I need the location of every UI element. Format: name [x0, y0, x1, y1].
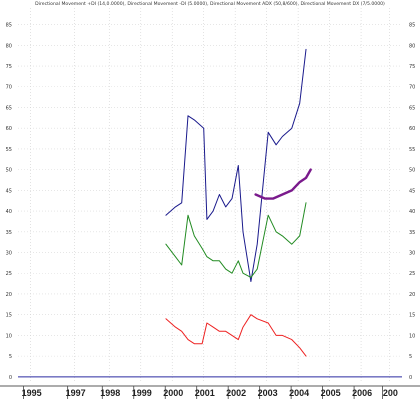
y-tick-label-right: 65 — [409, 105, 415, 111]
y-tick-label-right: 35 — [409, 230, 415, 236]
y-tick-label-right: 80 — [409, 43, 415, 49]
x-tick-label: 2001 — [195, 388, 215, 398]
series-group — [165, 48, 312, 357]
y-tick-label-right: 30 — [409, 251, 415, 257]
y-tick-label-left: 35 — [6, 230, 12, 236]
y-tick-label-left: 30 — [6, 251, 12, 257]
y-tick-label-left: 40 — [6, 209, 12, 215]
y-tick-label-right: 10 — [409, 333, 415, 339]
y-tick-label-left: 5 — [9, 354, 12, 360]
x-tick-label: 1995 — [22, 388, 42, 398]
x-tick-label: 2002 — [226, 388, 246, 398]
y-tick-label-right: 5 — [409, 354, 412, 360]
y-tick-label-right: 50 — [409, 168, 415, 174]
y-tick-label-left: 0 — [9, 375, 12, 381]
x-tick-label: 2006 — [352, 388, 372, 398]
y-axis-left: 0 5 10 15 20 25 30 35 40 45 50 55 60 65 70 75 80 85 — [6, 23, 12, 381]
y-tick-label-left: 20 — [6, 292, 12, 298]
y-tick-label-right: 20 — [409, 292, 415, 298]
series-line-2 — [165, 202, 307, 278]
x-tick-label: 1998 — [100, 388, 120, 398]
x-tick-label: 1997 — [66, 388, 86, 398]
y-tick-label-right: 25 — [409, 271, 415, 277]
y-tick-label-left: 70 — [6, 85, 12, 91]
grid — [18, 8, 402, 381]
x-tick-label: 1999 — [132, 388, 152, 398]
series-line-3 — [165, 314, 307, 357]
y-axis-right: 0 5 10 15 20 25 30 35 40 45 50 55 60 65 70 75 80 85 — [409, 23, 415, 381]
y-tick-label-right: 60 — [409, 126, 415, 132]
y-tick-label-left: 10 — [6, 333, 12, 339]
y-tick-label-right: 75 — [409, 64, 415, 70]
x-tick-label: 2004 — [289, 388, 309, 398]
y-tick-label-right: 40 — [409, 209, 415, 215]
y-tick-label-right: 45 — [409, 188, 415, 194]
y-tick-label-left: 50 — [6, 168, 12, 174]
y-tick-label-left: 55 — [6, 147, 12, 153]
y-tick-label-left: 60 — [6, 126, 12, 132]
y-tick-label-left: 15 — [6, 313, 12, 319]
y-tick-label-right: 70 — [409, 85, 415, 91]
x-axis: 1995 1997 1998 1999 2000 2001 2002 2003 2004 2005… — [0, 385, 420, 399]
series-line-4 — [254, 168, 312, 200]
y-tick-label-right: 15 — [409, 313, 415, 319]
series-line-1 — [165, 48, 307, 282]
y-tick-label-left: 75 — [6, 64, 12, 70]
chart-title: Directional Movement +DI (14,0.0000), Di… — [35, 1, 385, 7]
y-tick-label-left: 65 — [6, 105, 12, 111]
x-tick-label: 2003 — [258, 388, 278, 398]
y-tick-label-left: 45 — [6, 188, 12, 194]
y-tick-label-right: 0 — [409, 375, 412, 381]
y-tick-label-right: 55 — [409, 147, 415, 153]
y-tick-label-left: 85 — [6, 23, 12, 29]
y-tick-label-right: 85 — [409, 23, 415, 29]
x-tick-label: 2005 — [321, 388, 341, 398]
y-tick-label-left: 80 — [6, 43, 12, 49]
y-tick-label-left: 25 — [6, 271, 12, 277]
x-tick-label: 2000 — [163, 388, 183, 398]
x-tick-label: 200 — [383, 388, 398, 398]
